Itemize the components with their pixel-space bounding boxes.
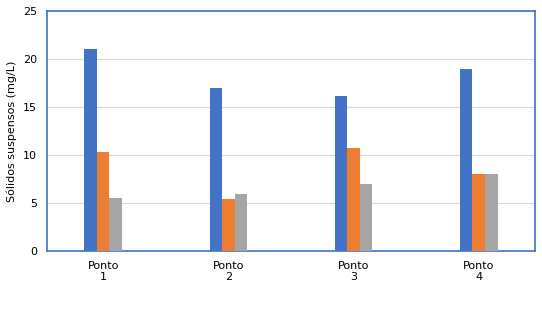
Bar <box>97 152 109 251</box>
Bar <box>109 198 122 251</box>
Y-axis label: Sólidos suspensos (mg/L): Sólidos suspensos (mg/L) <box>7 60 17 202</box>
Bar <box>460 69 473 251</box>
Bar <box>473 174 485 251</box>
Bar <box>347 148 360 251</box>
Bar <box>335 97 347 251</box>
Bar <box>210 88 222 251</box>
Bar <box>485 174 498 251</box>
Bar <box>222 199 235 251</box>
Bar <box>360 184 372 251</box>
Bar <box>85 49 97 251</box>
Bar <box>235 194 247 251</box>
